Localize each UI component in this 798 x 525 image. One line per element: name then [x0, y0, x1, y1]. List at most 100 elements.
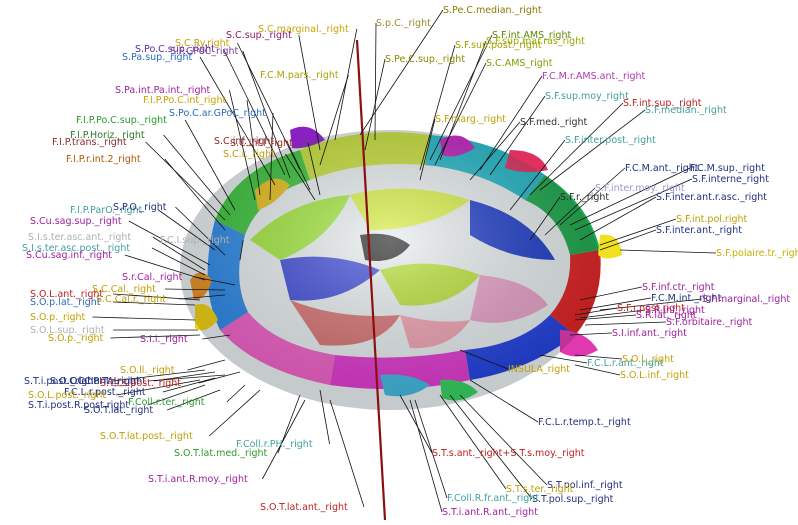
label-sc-ry[interactable]: S.C.Ry.right: [175, 38, 230, 49]
label-sc-inf[interactable]: S.C.inf._right: [214, 136, 274, 147]
label-fip-paro[interactable]: F.I.P.ParO._right: [70, 205, 143, 216]
label-soc-lat-ant[interactable]: S.O.C.lat.ant._right: [50, 376, 140, 387]
label-so-l[interactable]: S.O.l._right: [622, 354, 674, 365]
label-scu-sag-inf[interactable]: S.Cu.sag.inf._right: [26, 250, 112, 261]
label-insula[interactable]: INSULA_right: [508, 364, 570, 375]
label-sc-cal[interactable]: S.C.Cal._right: [92, 284, 156, 295]
label-fipr-int2[interactable]: F.I.P.r.int.2_right: [66, 154, 141, 165]
leader-line-fipoc-sup: [184, 119, 236, 211]
label-sf-marginal[interactable]: S.F.marginal._right: [702, 294, 790, 305]
label-sti-post-r[interactable]: S.T.i.post.R.post.right: [28, 400, 129, 411]
label-sr-inf[interactable]: S.R.inf._right: [645, 305, 705, 316]
label-spe-c-sup[interactable]: S.Pe.C.sup._right: [385, 54, 465, 65]
label-smed[interactable]: S.F.med._right: [520, 117, 588, 128]
leader-line-sfinter-ant-asc: [579, 196, 657, 241]
leader-line-sf-median: [539, 109, 646, 191]
label-fcm-sup[interactable]: F.C.M.sup._right: [690, 163, 765, 174]
label-sol-post[interactable]: S.O.L.post._right: [28, 390, 106, 401]
label-fcoll-r-ant[interactable]: F.Coll.R.fr.ant._right: [447, 493, 539, 504]
label-sop[interactable]: S.O.p._right: [30, 312, 86, 323]
label-fcl-r-post[interactable]: F.C.L.r.post._right: [64, 387, 146, 398]
label-fipoc-int[interactable]: F.I.P.Po.C.int_right: [143, 95, 226, 106]
label-oc-pits[interactable]: OCCIPITAL_right: [70, 376, 146, 387]
label-sfinter-ant-asc[interactable]: S.F.inter.ant.r.asc._right: [656, 192, 767, 203]
label-sts-ant-moy[interactable]: S.T.s.ant._right+S.T.s.moy._right: [432, 448, 585, 459]
label-fip-trans[interactable]: F.I.P.trans._right: [52, 137, 127, 148]
label-sts-ter[interactable]: S.T.s.ter._right: [506, 484, 574, 495]
label-sfinf-ctr[interactable]: S.F.inf.ctr._right: [642, 282, 715, 293]
label-sfsup-moy[interactable]: S.F.sup.moy_right: [545, 91, 629, 102]
label-fcl-r-temp[interactable]: F.C.L.r.temp.t._right: [538, 417, 631, 428]
label-spa-int[interactable]: S.Pa.int.Pa.int._right: [115, 85, 210, 96]
label-sf-median[interactable]: S.F.median._right: [645, 105, 727, 116]
label-stpol-inf[interactable]: S.T.pol.inf._right: [547, 480, 623, 491]
label-stpol-sup[interactable]: S.T.pol.sup._right: [532, 494, 614, 505]
label-sfint-ams[interactable]: S.F.int.AMS_right: [492, 30, 571, 41]
label-sr-lat[interactable]: S.R.lat._right: [636, 310, 697, 321]
label-sc-inf-l[interactable]: S.C.inf.l_right: [230, 138, 293, 149]
label-scu-sag-sup[interactable]: S.Cu.sag.sup._right: [30, 216, 122, 227]
label-sti-s-post[interactable]: S.T.i.s.post._right: [100, 378, 181, 389]
label-sc-r[interactable]: S.C.r._right: [223, 149, 275, 160]
label-spc[interactable]: S.p.C._right: [376, 18, 431, 29]
label-sf-orbitaire[interactable]: S.F.orbitaire._right: [666, 317, 752, 328]
label-sc-ams[interactable]: S.C.AMS_right: [486, 58, 553, 69]
label-fcm-int[interactable]: F.C.M.int._right: [651, 293, 722, 304]
label-sis-ter-asc-ant[interactable]: S.I.s.ter.asc.ant._right: [28, 232, 131, 243]
label-sti-ant-moy[interactable]: S.T.i.ant.R.moy._right: [148, 474, 248, 485]
label-sot-lat[interactable]: S.O.T.lat._right: [84, 405, 153, 416]
label-sfsup-mar[interactable]: S.F.sup.mar.ras_right: [486, 36, 585, 47]
label-sot-lat-post[interactable]: S.O.T.lat.post._right: [100, 431, 193, 442]
label-spo[interactable]: S.P.O._right: [113, 202, 167, 213]
label-fip-horiz[interactable]: F.I.P.Horiz._right: [70, 130, 145, 141]
label-fcm-ams-ant[interactable]: F.C.M.r.AMS.ant._right: [542, 71, 646, 82]
label-sc-cal2[interactable]: S.C.Cal.r._right: [96, 294, 166, 305]
label-sot-lat-med[interactable]: S.O.T.lat.med._right: [174, 448, 268, 459]
label-fcm-pars[interactable]: F.C.M.pars._right: [260, 70, 339, 81]
leader-line-sc-cal: [164, 288, 226, 291]
label-fci-sup[interactable]: F.C.I.sup._right: [160, 235, 230, 246]
label-sfint-pol[interactable]: S.F.int.pol.right: [676, 214, 748, 225]
label-sop-lat[interactable]: S.O.p.lat._right: [30, 297, 101, 308]
label-sf-gpoc[interactable]: S.F.GPoC_right: [170, 46, 239, 57]
label-fipoc-sup[interactable]: F.I.P.Po.C.sup._right: [76, 115, 167, 126]
label-sti-ant-r-ant[interactable]: S.T.i.ant.R.ant._right: [442, 507, 538, 518]
label-sfinter-ant[interactable]: S.F.inter.ant._right: [656, 225, 742, 236]
label-fcl-r-ant[interactable]: F.C.L.r.ant._right: [587, 358, 664, 369]
label-sot-lat-ant[interactable]: S.O.T.lat.ant._right: [260, 502, 348, 513]
label-sol-ant[interactable]: S.O.L.ant._right: [30, 289, 103, 300]
label-fcoll-ph[interactable]: F.Coll.r.PH._right: [236, 439, 313, 450]
label-sr-cal[interactable]: S.r.Cal._right: [122, 272, 183, 283]
label-soll[interactable]: S.O.ll._right: [120, 365, 175, 376]
label-sfinter-post[interactable]: S.F.inter.post._right: [565, 135, 656, 146]
label-layer: S.Pe.C.median._rightS.C.marginal._rightS…: [22, 5, 798, 518]
sulci-cluster[interactable]: [180, 126, 622, 410]
label-sc-marginal[interactable]: S.C.marginal._right: [258, 24, 349, 35]
label-spe-c-median[interactable]: S.Pe.C.median._right: [443, 5, 542, 16]
label-sf-right[interactable]: S.F.r._right: [560, 192, 609, 203]
label-sfpol-tr[interactable]: S.F.polaire.tr._right: [716, 248, 798, 259]
label-sol-inf[interactable]: S.O.L.inf._right: [620, 370, 689, 381]
label-sfr-post[interactable]: S.F.r.post.right: [617, 303, 685, 314]
label-sfsup-post[interactable]: S.F.sup.post._right: [455, 40, 542, 51]
label-spa-sup[interactable]: S.Pa.sup._right: [122, 52, 193, 63]
label-sis-ter-asc-post[interactable]: S.I.s.ter.asc.post._right: [22, 243, 130, 254]
leader-line-sfpol-tr: [619, 249, 717, 254]
label-spoc-gpoc[interactable]: S.Po.C.ar.GPoC_right: [169, 108, 266, 119]
label-sc-sup[interactable]: S.C.sup._right: [226, 30, 292, 41]
label-sti-post[interactable]: S.T.i.post._right: [24, 376, 97, 387]
leader-line-fipoc-int: [246, 99, 261, 196]
label-sop2[interactable]: S.O.p._right: [48, 333, 104, 344]
label-si-inf-ant[interactable]: S.I.inf.ant._right: [612, 328, 687, 339]
label-fcm-ant[interactable]: F.C.M.ant._right: [625, 163, 699, 174]
label-fcoll-ter[interactable]: F.Coll.r.ter._right: [128, 397, 205, 408]
label-si-right[interactable]: S.I.i._right: [140, 334, 188, 345]
label-spo-c-sup[interactable]: S.Po.C.sup._right: [135, 44, 215, 55]
label-sfinter-moy[interactable]: S.F.inter.moy._right: [595, 183, 685, 194]
label-sf-interne[interactable]: S.F.interne_right: [692, 174, 769, 185]
label-sf-marg[interactable]: S.F.marg._right: [435, 114, 506, 125]
label-sfint-sup[interactable]: S.F.int.sup._right: [623, 98, 702, 109]
label-sol-sup[interactable]: S.O.L.sup._right: [30, 325, 105, 336]
